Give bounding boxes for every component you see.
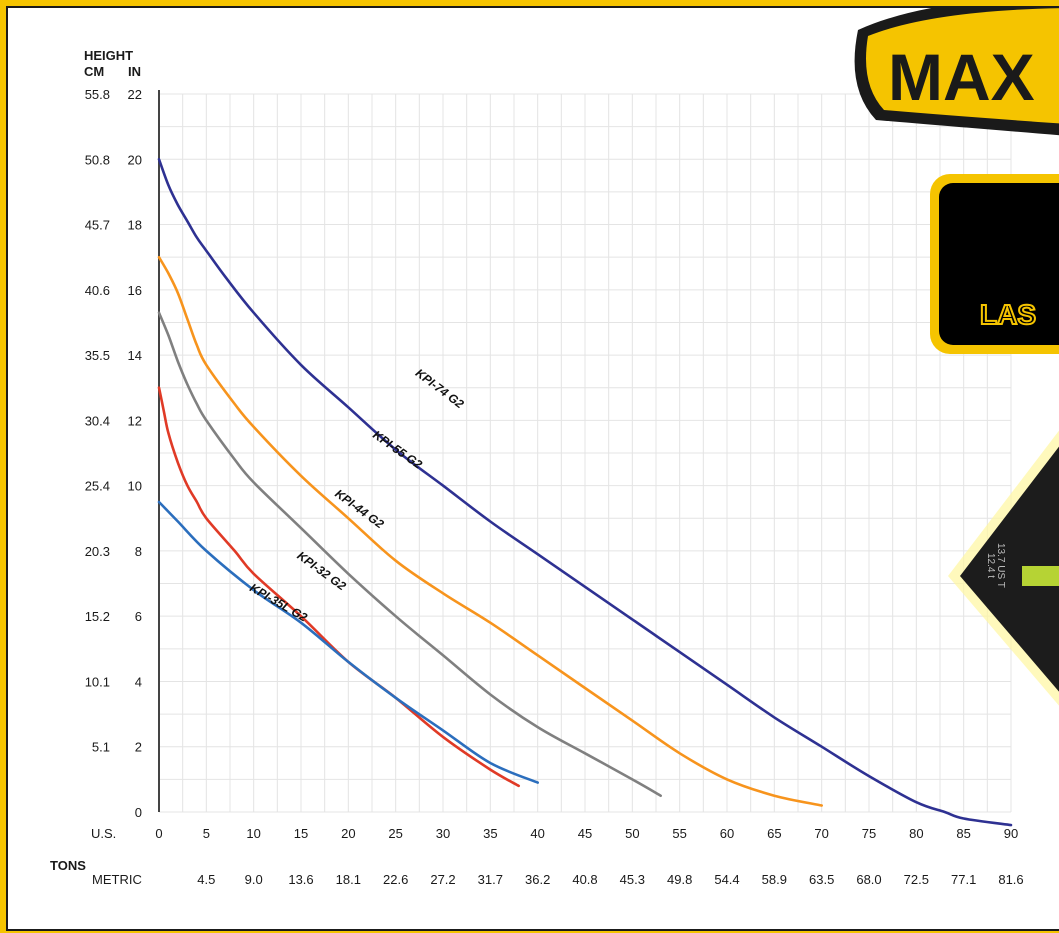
- y-tick-cm: 15.2: [85, 609, 110, 624]
- series-line: [157, 158, 1013, 827]
- series-line: [157, 311, 662, 797]
- y-tick-in: 0: [135, 805, 142, 820]
- x-tick-us: 70: [814, 826, 828, 841]
- x-tick-metric: 54.4: [714, 872, 739, 887]
- x-axis-us-header: U.S.: [91, 826, 116, 841]
- x-tick-us: 40: [530, 826, 544, 841]
- y-tick-in: 6: [135, 609, 142, 624]
- x-tick-metric: 63.5: [809, 872, 834, 887]
- x-tick-metric: 22.6: [383, 872, 408, 887]
- y-tick-in: 10: [128, 479, 142, 494]
- y-tick-in: 22: [128, 87, 142, 102]
- x-tick-metric: 36.2: [525, 872, 550, 887]
- y-axis-header: HEIGHT: [84, 48, 133, 63]
- x-tick-us: 65: [767, 826, 781, 841]
- x-tick-us: 35: [483, 826, 497, 841]
- chart-grid: [158, 93, 1012, 813]
- x-tick-us: 60: [720, 826, 734, 841]
- x-tick-us: 30: [436, 826, 450, 841]
- y-tick-cm: 10.1: [85, 674, 110, 689]
- y-tick-in: 2: [135, 740, 142, 755]
- x-tick-us: 75: [862, 826, 876, 841]
- series-line: [157, 500, 539, 784]
- x-tick-metric: 45.3: [620, 872, 645, 887]
- y-tick-cm: 25.4: [85, 479, 110, 494]
- x-tick-metric: 27.2: [430, 872, 455, 887]
- x-tick-metric: 49.8: [667, 872, 692, 887]
- lifting-bag-image: 13.7 US T 12.4 t: [948, 430, 1059, 706]
- x-tick-metric: 4.5: [197, 872, 215, 887]
- y-tick-cm: 5.1: [92, 740, 110, 755]
- y-tick-in: 8: [135, 544, 142, 559]
- x-tick-metric: 31.7: [478, 872, 503, 887]
- x-tick-metric: 81.6: [998, 872, 1023, 887]
- x-tick-metric: 40.8: [572, 872, 597, 887]
- x-tick-us: 25: [388, 826, 402, 841]
- y-tick-in: 16: [128, 283, 142, 298]
- x-tick-us: 90: [1004, 826, 1018, 841]
- x-tick-metric: 68.0: [856, 872, 881, 887]
- y-tick-cm: 40.6: [85, 283, 110, 298]
- x-axis-tons-header: TONS: [50, 858, 86, 873]
- x-tick-us: 80: [909, 826, 923, 841]
- x-tick-metric: 72.5: [904, 872, 929, 887]
- x-axis-metric-header: METRIC: [92, 872, 142, 887]
- x-tick-us: 20: [341, 826, 355, 841]
- product-label-2: 12.4 t: [985, 553, 996, 578]
- y-tick-in: 12: [128, 413, 142, 428]
- x-tick-us: 85: [956, 826, 970, 841]
- y-tick-cm: 55.8: [85, 87, 110, 102]
- chart-panel: HEIGHT CM IN U.S. TONS METRIC 0 2 5.1 4 10.1…: [6, 6, 1059, 931]
- y-tick-cm: 20.3: [85, 544, 110, 559]
- data-series: [157, 158, 1013, 827]
- y-tick-in: 20: [128, 152, 142, 167]
- logo-text: MAX: [888, 40, 1035, 114]
- y-tick-cm: 35.5: [85, 348, 110, 363]
- x-tick-metric: 77.1: [951, 872, 976, 887]
- brand-banner: LAS: [930, 174, 1059, 354]
- x-tick-metric: 18.1: [336, 872, 361, 887]
- x-tick-us: 5: [203, 826, 210, 841]
- y-tick-cm: 45.7: [85, 218, 110, 233]
- tick-labels: 0 2 5.1 4 10.1 6 15.2 8 20.3 10 25.4 12 30.4 14 35.5 16…: [85, 87, 1024, 887]
- x-tick-us: 0: [155, 826, 162, 841]
- y-tick-in: 14: [128, 348, 142, 363]
- series-label: KPI-44 G2: [332, 487, 386, 532]
- series-label: KPI-32 G2: [295, 549, 349, 594]
- x-tick-metric: 9.0: [245, 872, 263, 887]
- x-tick-metric: 58.9: [762, 872, 787, 887]
- x-tick-metric: 13.6: [288, 872, 313, 887]
- product-label-1: 13.7 US T: [995, 543, 1006, 588]
- series-label: KPI-55 G2: [370, 428, 425, 472]
- y-tick-in: 4: [135, 674, 142, 689]
- y-tick-cm: 30.4: [85, 413, 110, 428]
- y-unit-cm: CM: [84, 64, 104, 79]
- lifting-capacity-chart: HEIGHT CM IN U.S. TONS METRIC 0 2 5.1 4 10.1…: [50, 8, 1059, 887]
- y-unit-in: IN: [128, 64, 141, 79]
- series-line: [157, 255, 823, 807]
- x-tick-us: 15: [294, 826, 308, 841]
- x-tick-us: 55: [672, 826, 686, 841]
- banner-text: LAS: [980, 299, 1036, 330]
- series-label: KPI-74 G2: [413, 366, 467, 411]
- x-tick-us: 50: [625, 826, 639, 841]
- y-tick-in: 18: [128, 218, 142, 233]
- x-tick-us: 10: [246, 826, 260, 841]
- x-tick-us: 45: [578, 826, 592, 841]
- series-line: [157, 386, 520, 788]
- brand-logo: MAX: [854, 8, 1059, 136]
- y-tick-cm: 50.8: [85, 152, 110, 167]
